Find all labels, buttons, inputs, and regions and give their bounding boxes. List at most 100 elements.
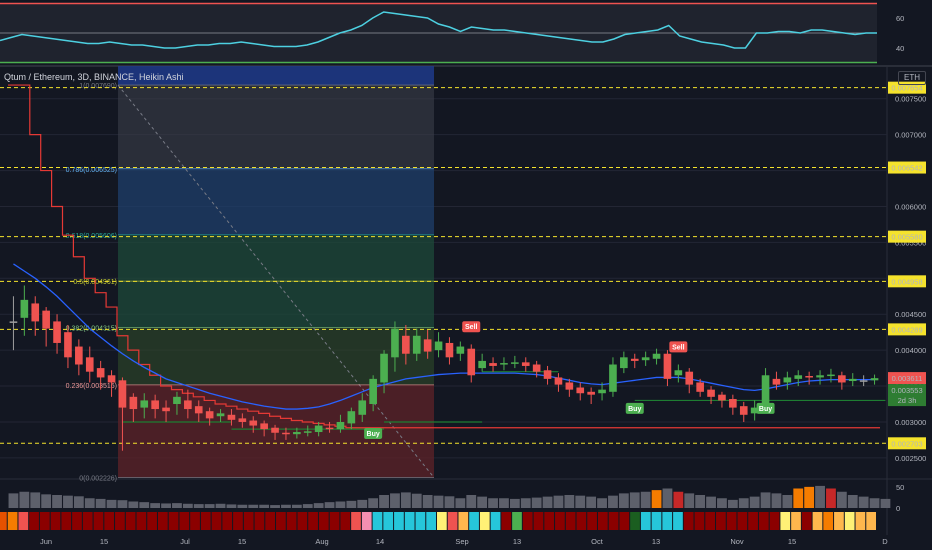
candle-body — [260, 423, 268, 430]
volume-bar — [858, 496, 869, 508]
candle-body — [129, 396, 138, 410]
candle-body — [42, 310, 50, 329]
y-tick-label: 0.004500 — [895, 310, 926, 319]
volume-bar — [673, 491, 684, 508]
volume-bar — [836, 491, 847, 508]
level-price-tag — [888, 437, 926, 450]
volume-bar — [172, 503, 182, 508]
candle-body — [216, 413, 225, 417]
heat-cell — [737, 512, 748, 530]
heat-cell — [125, 512, 136, 530]
volume-bar — [444, 496, 455, 508]
sell-signal-badge — [462, 321, 481, 333]
x-tick-label: Jun — [40, 537, 52, 546]
candle-body — [107, 375, 116, 383]
level-price-label: 0.007654 — [891, 84, 922, 93]
rsi-tick-60: 60 — [896, 14, 904, 23]
heat-cell — [769, 512, 780, 530]
volume-bar — [324, 502, 335, 508]
heat-cell — [694, 512, 705, 530]
currency-tag[interactable]: ETH — [898, 71, 926, 85]
level-price-label: 0.004958 — [891, 277, 922, 286]
heat-cell — [18, 512, 29, 530]
volume-bar — [749, 496, 760, 508]
candle-body — [249, 420, 258, 426]
current-price-label: 0.003611 — [892, 374, 923, 383]
volume-bar — [259, 504, 270, 508]
volume-bar — [684, 493, 695, 508]
volume-bar — [193, 504, 204, 508]
symbol-title[interactable]: Qtum / Ethereum, 3D, BINANCE, Heikin Ash… — [4, 72, 184, 82]
heat-cell — [7, 512, 18, 530]
candle-body — [729, 398, 737, 408]
candle-body — [783, 377, 792, 383]
volume-bar — [542, 496, 553, 508]
volume-bar — [662, 488, 673, 508]
heat-cell — [522, 512, 533, 530]
volume-bar — [379, 495, 389, 508]
heat-cell — [265, 512, 276, 530]
candle-body — [576, 387, 585, 394]
level-price-tag — [888, 323, 926, 336]
candle-body — [227, 414, 236, 420]
x-axis: Jun 15 Jul 15 Aug 14 Sep 13 Oct 13 Nov 15 D — [40, 537, 888, 546]
heat-cell — [308, 512, 318, 530]
candle-body — [434, 341, 443, 351]
heat-cell — [758, 512, 769, 530]
volume-bar — [281, 504, 291, 508]
heat-cell — [61, 512, 72, 530]
volume-bar — [291, 504, 302, 508]
heat-cell — [72, 512, 82, 530]
heat-cell — [200, 512, 211, 530]
x-tick-label: 13 — [513, 537, 521, 546]
candle-body — [53, 321, 61, 343]
heat-cell — [608, 512, 619, 530]
heat-cell — [662, 512, 673, 530]
volume-bar — [411, 493, 422, 508]
volume-bar — [150, 503, 161, 508]
heat-cell — [179, 512, 190, 530]
fib-level-label: 0.236(0.003516) — [66, 383, 117, 390]
candle-body — [870, 378, 879, 381]
heat-cell — [748, 512, 758, 530]
level-price-tag — [888, 230, 926, 243]
candle-body — [761, 375, 770, 410]
heat-cell — [211, 512, 222, 530]
heat-cell — [104, 512, 115, 530]
heat-cell — [82, 512, 93, 530]
volume-bar — [313, 503, 324, 508]
x-tick-label: Aug — [315, 537, 328, 546]
y-tick-label: 0.004000 — [895, 346, 926, 355]
candle-body — [314, 425, 323, 433]
candle-body — [805, 376, 813, 378]
trail-line — [8, 84, 880, 429]
level-price-tag — [888, 275, 926, 288]
y-tick-label: 0.007500 — [895, 95, 926, 104]
volume-bar — [586, 496, 597, 508]
heat-cell — [597, 512, 608, 530]
candle-body — [521, 362, 530, 366]
volume-bar — [63, 495, 73, 508]
candle-body — [750, 407, 759, 414]
volume-bar — [52, 495, 62, 508]
candle-body — [293, 432, 301, 435]
heat-cell — [168, 512, 179, 530]
volume-bar — [488, 498, 498, 508]
heat-cell — [823, 512, 834, 530]
volume-bar — [760, 492, 771, 508]
volume-bar — [19, 491, 30, 508]
rsi-line — [0, 11, 877, 49]
candle-body — [674, 370, 683, 376]
heat-cell — [565, 512, 576, 530]
volume-bar — [302, 504, 313, 508]
heat-cell — [469, 512, 479, 530]
volume-bar — [466, 495, 477, 508]
candle-body — [118, 380, 127, 408]
candle-body — [402, 335, 410, 354]
moving-average-line — [13, 263, 875, 410]
x-tick-label: 13 — [652, 537, 660, 546]
buy-signal-label: Buy — [367, 431, 380, 438]
volume-bar — [608, 495, 618, 508]
heat-cell — [286, 512, 297, 530]
